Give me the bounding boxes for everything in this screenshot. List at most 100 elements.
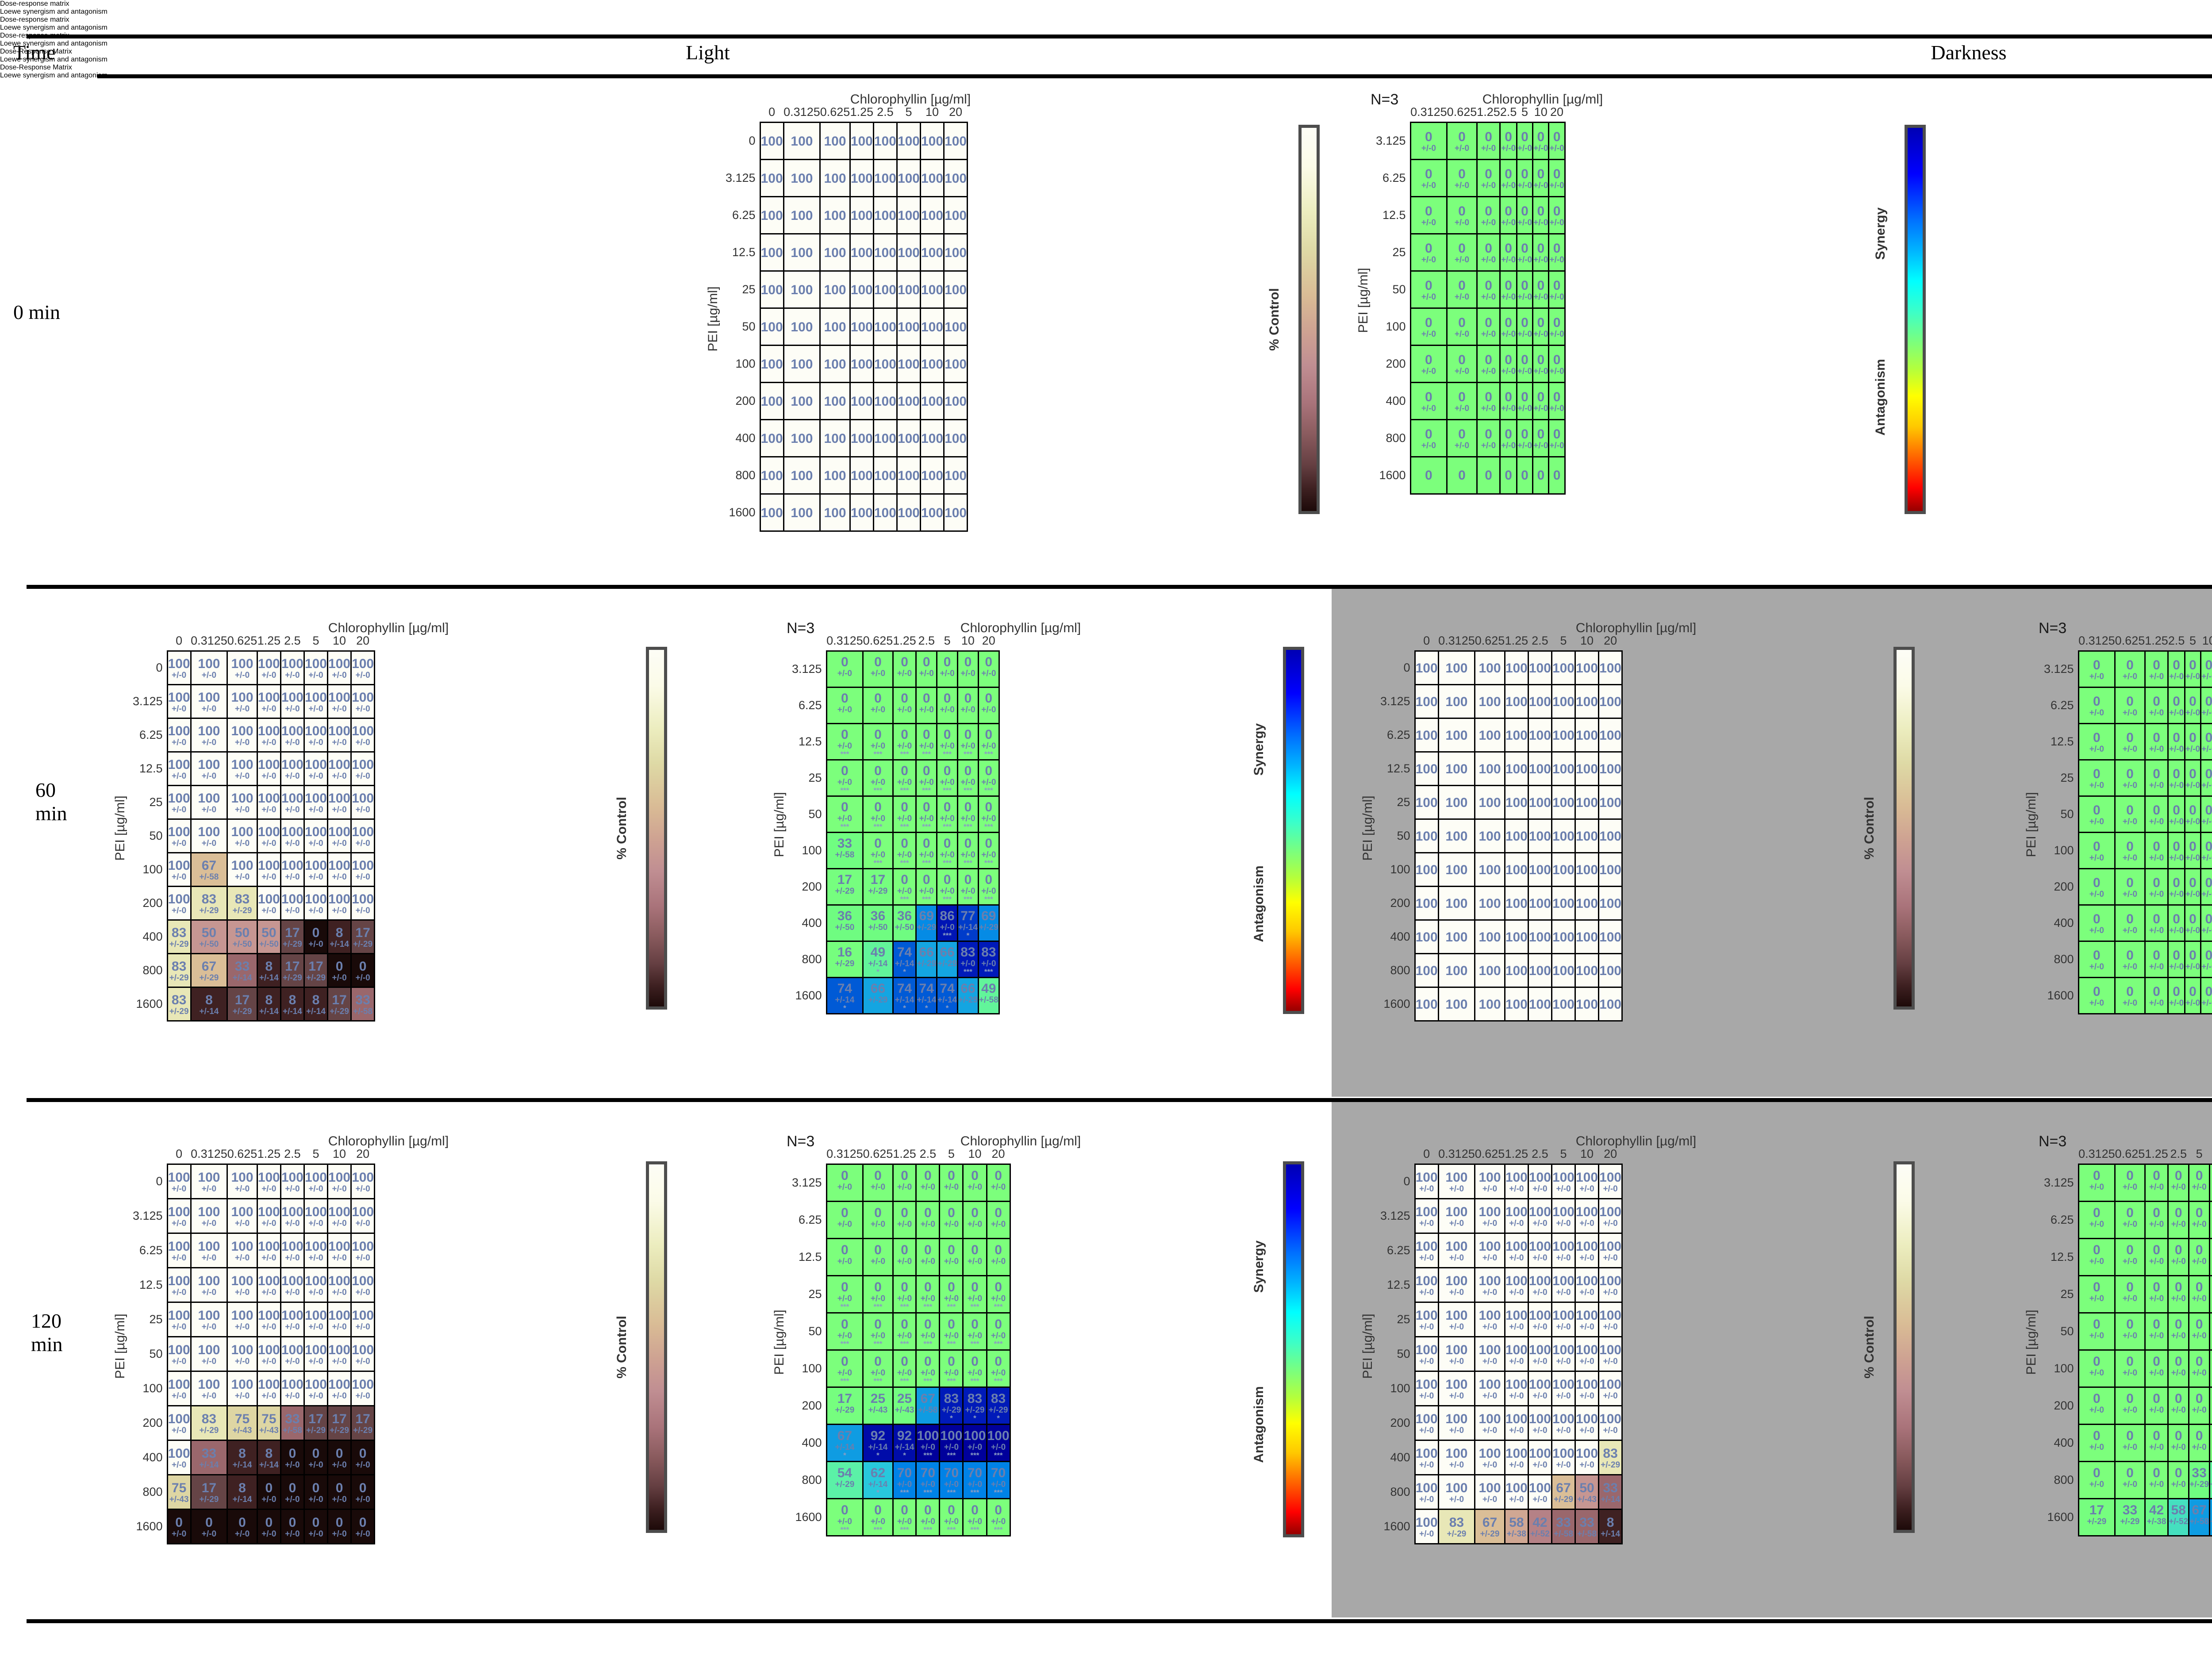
cell-significance [2146,1340,2168,1346]
heatmap-cell: 83 +/-29 [227,886,258,921]
heatmap-cell: 100 +/-0 [1504,1474,1529,1510]
cell-value: 67 [1556,1480,1571,1495]
y-tick-label: 400 [802,916,822,929]
cell-significance: *** [947,1340,956,1348]
heatmap-cell: 100 [1527,751,1552,786]
heatmap-cell: 100 +/-0 [190,1267,228,1303]
cell-error: +/-0 [1419,1218,1434,1228]
heatmap-cell: 0 [1548,456,1566,495]
cell-error: +/-0 [2089,1220,2104,1229]
cell-error: +/-0 [960,887,975,896]
y-tick-label: 6.25 [139,1244,163,1257]
cell-value: 0 [841,727,849,742]
cell-value: 100 [352,791,374,806]
cell-value: 86 [940,909,955,923]
cell-value: 100 [824,357,846,372]
cell-value: 0 [2195,1391,2203,1406]
cell-error: +/-0 [2192,1406,2207,1415]
cell-error: +/-0 [1532,1391,1548,1401]
y-tick-label: 200 [802,880,822,893]
x-tick-label: 2.5 [1500,105,1517,119]
y-axis-title: PEI [µg/ml] [772,1310,787,1375]
heatmap-cell: 100 [872,493,898,532]
cell-value: 0 [2093,1206,2101,1220]
cell-value: 36 [897,909,912,923]
heatmap-cell: 0+/-0 [1499,233,1517,272]
cell-value: 0 [901,727,908,742]
heatmap-cell: 0+/-0 [1499,122,1517,160]
cell-significance: *** [900,750,909,758]
cell-value: 100 [328,656,351,671]
heatmap-cell: 17 +/-29 [280,919,305,954]
cell-value: 0 [1485,468,1492,483]
cell-value: 100 [328,1170,351,1185]
heatmap-cell: 100 +/-0 *** [939,1424,964,1462]
cell-value: 100 [328,757,351,772]
cell-value: 0 [2126,911,2134,926]
heatmap-cell: 77 +/-14 * [957,904,979,942]
heatmap-row: 800 54 +/-29 62 +/-14 * 70 +/-0 *** 70 +/-0 *** 70 +/… [792,1461,1011,1499]
cell-error: +/-0 [332,838,347,848]
cell-error: +/-0 [920,1368,935,1378]
heatmap-cell: 100 +/-0 [280,886,305,921]
cell-value: 100 [1528,1273,1551,1288]
cell-error: +/-0 [1482,1425,1498,1435]
cell-value: 100 [1415,1170,1438,1185]
cell-significance [2189,1414,2209,1420]
heatmap-cell: 0+/-0 [915,1201,941,1239]
cell-value: 50 [261,925,276,940]
cell-value: 0 [1425,278,1432,293]
cell-error: +/-0 [285,1460,300,1470]
cell-error: +/-0 [960,669,975,678]
x-tick-label: 5 [944,634,951,647]
heatmap-cell: 17 +/-29 [862,868,894,906]
cell-error: +/-0 [285,771,300,781]
heatmap-cell: 0+/-0 [1532,233,1550,272]
cell-significance: *** [947,1377,956,1385]
cell-value: 0 [1425,129,1432,144]
heatmap-cell: 0+/-0 [1548,270,1566,309]
y-tick-label: 800 [1390,964,1410,977]
heatmap-cell: 100 [1504,852,1529,887]
cell-value: 100 [1599,1377,1622,1392]
heatmap-cell: 100 [783,270,821,309]
cell-error: +/-0 [870,1368,886,1378]
cell-error: +/-0 [1421,329,1436,339]
cell-significance [2189,1303,2209,1309]
cell-value: 0 [335,1480,343,1495]
heatmap-cell: 0 +/-0 *** [977,795,1000,833]
heatmap-cell: 100 [919,122,945,160]
cell-value: 0 [1505,129,1512,144]
cell-significance: *** [943,931,952,940]
cell-significance [2079,1489,2115,1494]
cell-significance [827,932,863,937]
cell-value: 100 [1576,1204,1598,1219]
cell-value: 100 [328,1273,351,1288]
cell-significance: *** [994,1302,1003,1311]
cell-value: 0 [2174,1280,2182,1294]
cell-error: +/-14 [895,959,914,968]
cell-value: 0 [841,1206,849,1220]
heatmap-cell: 67 +/-14 * [826,1424,864,1462]
cell-value: 100 [874,282,896,297]
heatmap-cell: 69 +/-29 [977,904,1000,942]
cell-error: +/-0 [261,1287,276,1297]
cell-value: 100 [850,171,873,186]
cell-value: 0 [2093,875,2101,890]
heatmap-cell: 0 +/-0 *** [915,868,938,906]
cell-significance: *** [873,1302,883,1311]
cell-value: 92 [870,1429,886,1443]
cell-value: 0 [2189,948,2197,963]
cell-value: 100 [874,394,896,409]
heatmap-cell: 0+/-0 [1532,382,1550,420]
heatmap-cell: 0+/-0 [2167,1424,2190,1462]
heatmap-cell: 100 [1414,987,1439,1022]
cell-significance [2169,1303,2188,1309]
heatmap-cell: 100 +/-0 [190,684,228,719]
heatmap-cell: 100 [1551,919,1576,954]
heatmap-cell: 0+/-0 [1409,419,1448,457]
cell-value: 0 [1425,426,1432,442]
